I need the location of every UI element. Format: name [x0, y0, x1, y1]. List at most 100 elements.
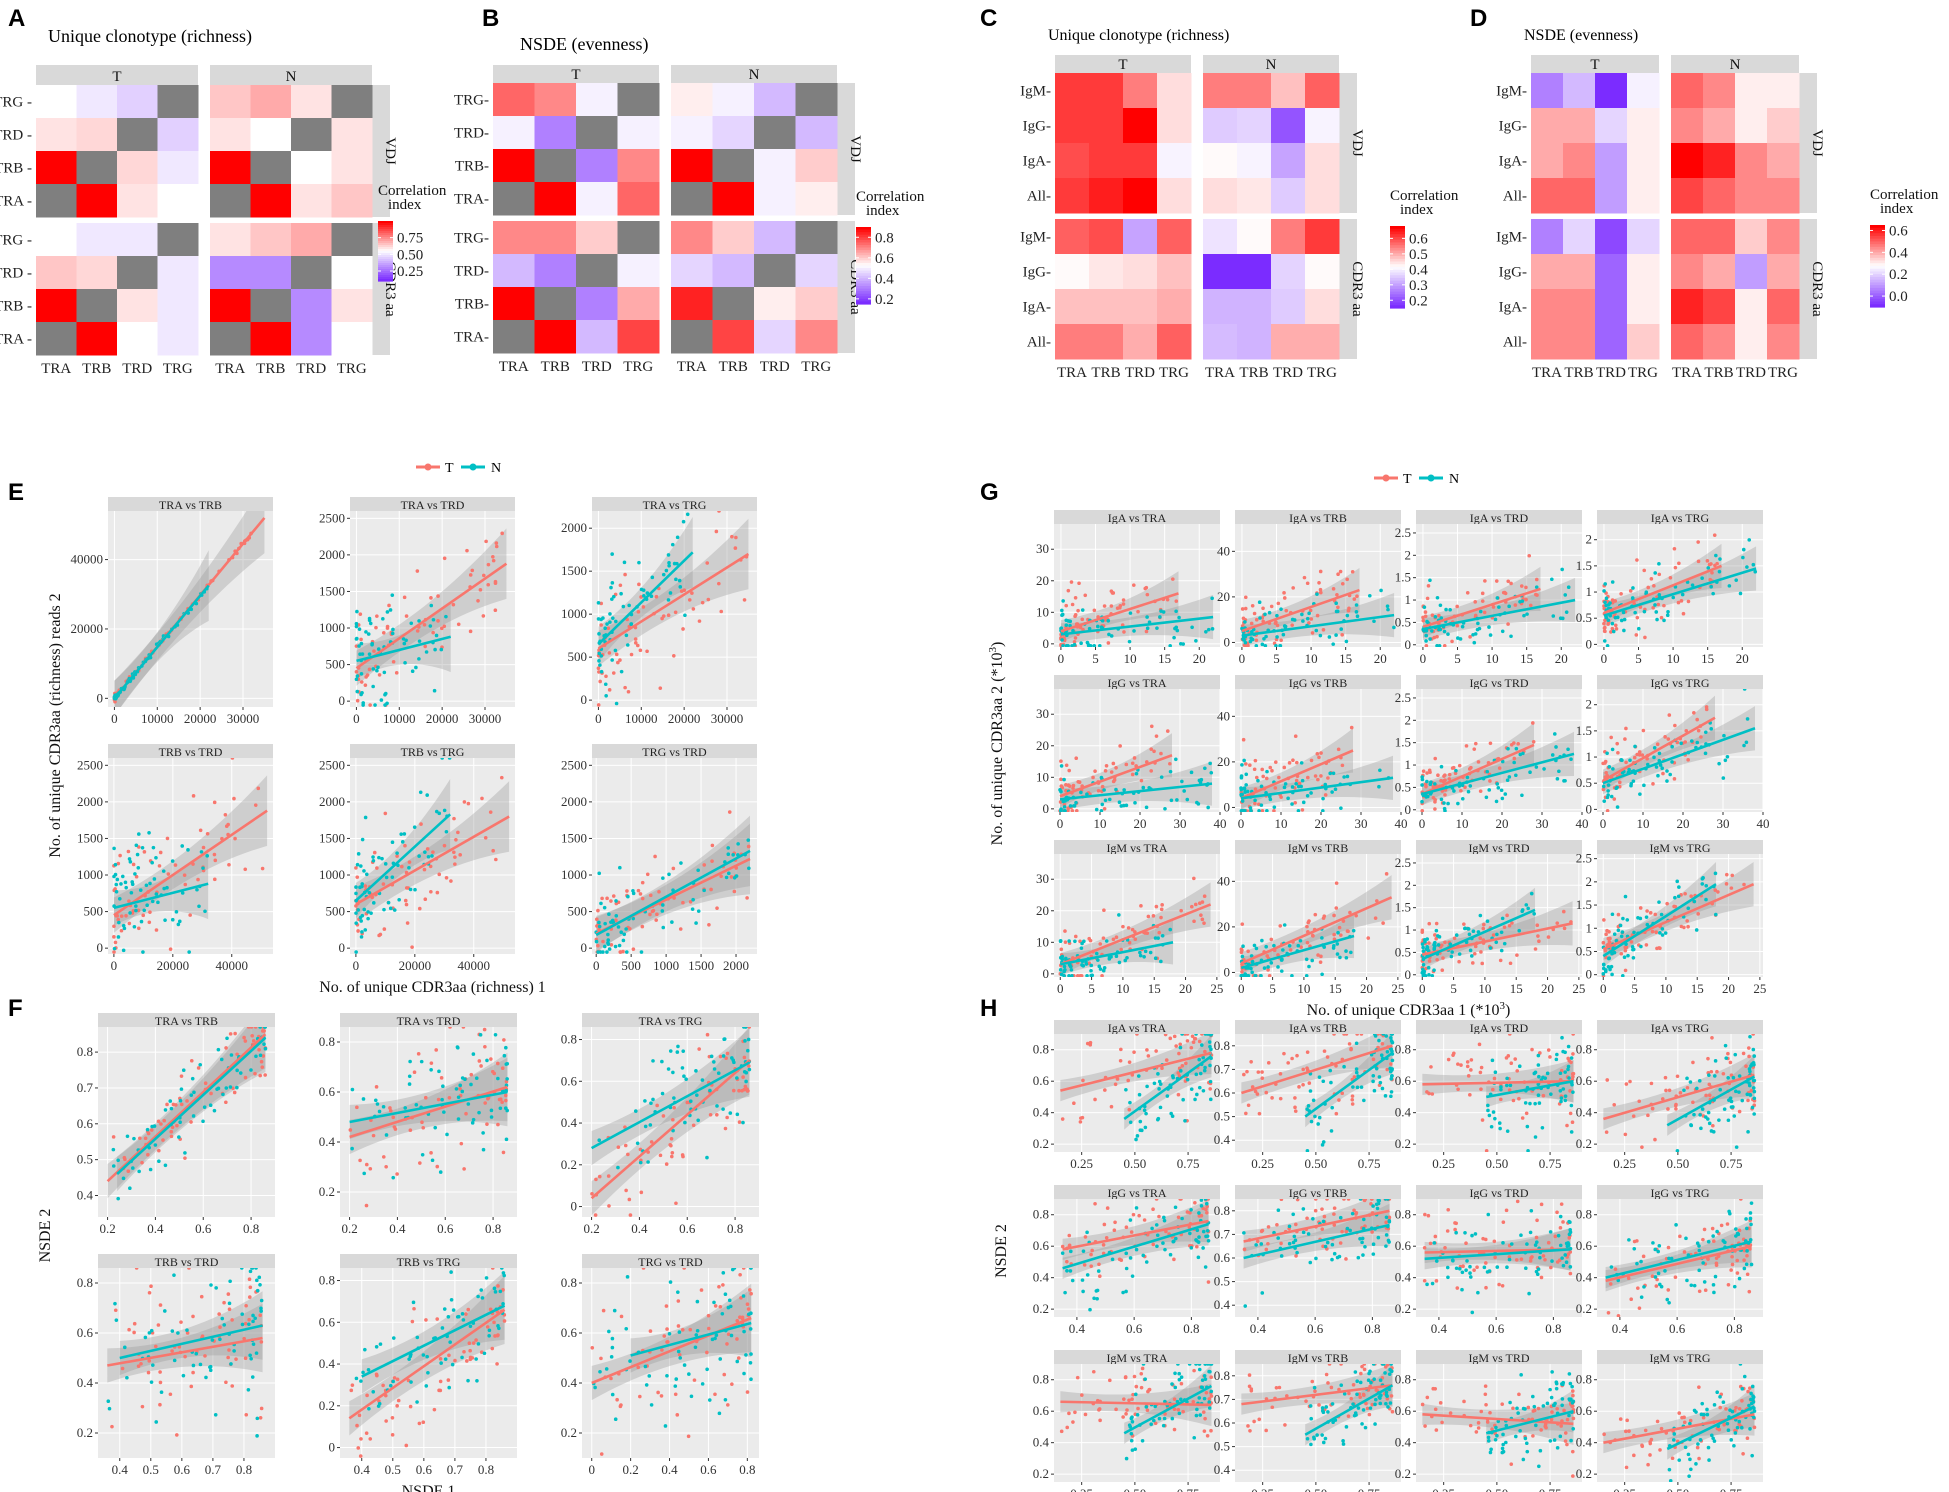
- colorbar-step: [856, 283, 871, 287]
- heat-cell: [1055, 289, 1090, 325]
- tick-label-x: 20000: [399, 958, 432, 973]
- heat-cell: [117, 289, 158, 323]
- tick-label-x: 10: [1456, 816, 1469, 831]
- point-t: [120, 1366, 125, 1371]
- point-n: [359, 864, 363, 868]
- heat-cell: [1271, 108, 1306, 144]
- point-t: [1716, 890, 1720, 894]
- point-n: [180, 891, 185, 895]
- point-n: [1425, 779, 1429, 784]
- point-t: [1307, 621, 1311, 625]
- point-t: [395, 1377, 400, 1382]
- colorbar-step: [856, 262, 871, 267]
- point-n: [468, 1324, 473, 1329]
- point-n: [1520, 909, 1524, 914]
- colorbar-step: [856, 280, 871, 285]
- point-n: [1086, 643, 1091, 647]
- point-n: [1671, 595, 1676, 600]
- point-n: [1557, 769, 1561, 774]
- point-t: [1730, 873, 1735, 878]
- point-t: [1126, 1078, 1130, 1083]
- row-label: TRA-: [454, 192, 489, 208]
- heat-cell: [795, 116, 838, 150]
- colorbar-step: [856, 227, 871, 231]
- point-n: [1089, 968, 1093, 973]
- point-n: [437, 1069, 441, 1074]
- tick-label-y: 30: [1036, 871, 1049, 886]
- point-t: [355, 1423, 359, 1428]
- point-n: [1689, 739, 1694, 743]
- col-label: TRB: [1091, 365, 1120, 381]
- point-n: [673, 1384, 678, 1388]
- heat-cell: [1203, 219, 1238, 255]
- point-t: [224, 1100, 228, 1105]
- point-t: [493, 608, 498, 613]
- point-n: [134, 908, 138, 913]
- point-n: [1639, 944, 1643, 949]
- point-n: [666, 598, 671, 602]
- point-n: [1330, 790, 1334, 794]
- point-t: [408, 1128, 413, 1133]
- point-n: [1279, 958, 1284, 962]
- tick-label-x: 0.25: [1070, 1156, 1093, 1171]
- point-n: [1685, 580, 1690, 584]
- fit-line-t: [1422, 587, 1541, 629]
- heat-cell: [1157, 108, 1192, 144]
- colorbar-step: [378, 237, 393, 240]
- point-t: [1179, 908, 1183, 913]
- colorbar-step: [1870, 233, 1885, 237]
- point-n: [489, 1108, 494, 1113]
- point-t: [1643, 635, 1647, 640]
- point-t: [484, 539, 488, 544]
- point-n: [715, 1104, 719, 1108]
- heat-cell: [1671, 289, 1704, 325]
- tick-label-y: 0.8: [77, 1275, 93, 1290]
- point-t: [1151, 914, 1156, 918]
- point-n: [423, 850, 427, 854]
- point-n: [460, 1312, 465, 1316]
- point-n: [1500, 796, 1505, 801]
- heat-cell: [671, 116, 713, 150]
- colorbar-step: [378, 255, 393, 258]
- point-t: [688, 1327, 693, 1332]
- point-t: [673, 1392, 678, 1397]
- point-n: [1499, 788, 1504, 793]
- point-n: [474, 1357, 478, 1361]
- point-n: [148, 881, 152, 886]
- point-n: [1610, 951, 1614, 956]
- point-n: [1117, 913, 1121, 917]
- heat-cell: [1055, 254, 1090, 290]
- point-t: [412, 1070, 417, 1075]
- point-t: [1149, 724, 1154, 729]
- point-n: [1615, 785, 1619, 790]
- point-n: [1294, 782, 1298, 786]
- point-t: [714, 529, 719, 534]
- point-n: [609, 585, 613, 590]
- point-t: [1202, 894, 1207, 899]
- point-t: [1073, 934, 1078, 939]
- point-n: [362, 1171, 367, 1176]
- point-n: [259, 1298, 264, 1303]
- point-t: [719, 609, 724, 614]
- point-t: [1273, 760, 1278, 764]
- heat-cell: [1767, 254, 1800, 290]
- heat-cell: [1157, 178, 1192, 214]
- point-n: [1102, 966, 1107, 970]
- point-t: [203, 1081, 208, 1086]
- point-t: [402, 595, 407, 600]
- point-t: [739, 1296, 743, 1300]
- tick-label-x: 40: [1757, 816, 1770, 831]
- point-n: [681, 519, 686, 524]
- point-t: [1420, 808, 1425, 812]
- heat-cell: [1203, 324, 1238, 360]
- point-n: [728, 1304, 733, 1309]
- point-n: [651, 1097, 655, 1102]
- point-n: [1616, 928, 1621, 933]
- point-n: [1335, 942, 1340, 946]
- point-n: [112, 874, 116, 879]
- point-n: [176, 922, 181, 927]
- point-t: [371, 1133, 376, 1138]
- point-t: [1531, 739, 1536, 744]
- heat-cell: [1735, 178, 1768, 214]
